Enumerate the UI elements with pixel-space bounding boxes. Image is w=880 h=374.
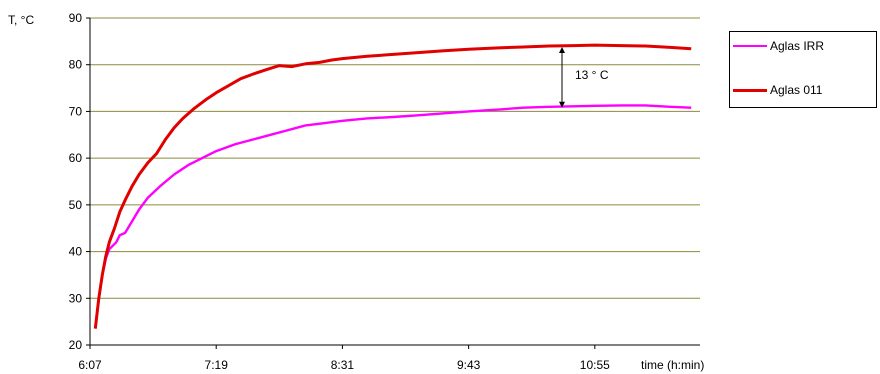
- difference-label: 13 ° C: [575, 68, 609, 82]
- y-tick-label-70: 70: [69, 104, 83, 118]
- series-line-aglas-011: [95, 45, 691, 329]
- series-layer: [95, 45, 691, 329]
- x-axis-label: time (h:min): [641, 358, 704, 372]
- y-tick-label-50: 50: [69, 198, 83, 212]
- y-tick-label-80: 80: [69, 58, 83, 72]
- difference-arrow-head-top: [559, 47, 565, 53]
- y-tick-label-30: 30: [69, 291, 83, 305]
- y-tick-labels: 20 30 40 50 60 70 80 90: [69, 11, 90, 352]
- x-tick-label-7:19: 7:19: [205, 358, 229, 372]
- legend-swatch-aglas-irr: [733, 45, 767, 47]
- difference-annotation: 13 ° C: [559, 47, 609, 108]
- x-tick-labels: 6:07 7:19 8:31 9:43 10:55: [78, 345, 610, 372]
- x-tick-label-9:43: 9:43: [457, 358, 481, 372]
- y-tick-label-90: 90: [69, 11, 83, 25]
- legend-item-aglas-irr: Aglas IRR: [730, 38, 876, 54]
- y-tick-label-40: 40: [69, 245, 83, 259]
- y-tick-label-60: 60: [69, 151, 83, 165]
- x-tick-label-8:31: 8:31: [331, 358, 355, 372]
- x-tick-label-10:55: 10:55: [580, 358, 610, 372]
- legend: Aglas IRR Aglas 011: [729, 31, 877, 108]
- gridlines: [90, 18, 700, 298]
- legend-label-aglas-011: Aglas 011: [770, 83, 822, 97]
- x-tick-label-6:07: 6:07: [78, 358, 102, 372]
- legend-label-aglas-irr: Aglas IRR: [770, 39, 824, 53]
- y-tick-label-20: 20: [69, 338, 83, 352]
- legend-swatch-aglas-011: [733, 89, 767, 92]
- legend-item-aglas-011: Aglas 011: [730, 82, 876, 98]
- y-axis-label: T, °C: [8, 13, 34, 27]
- series-line-aglas-irr: [95, 105, 691, 328]
